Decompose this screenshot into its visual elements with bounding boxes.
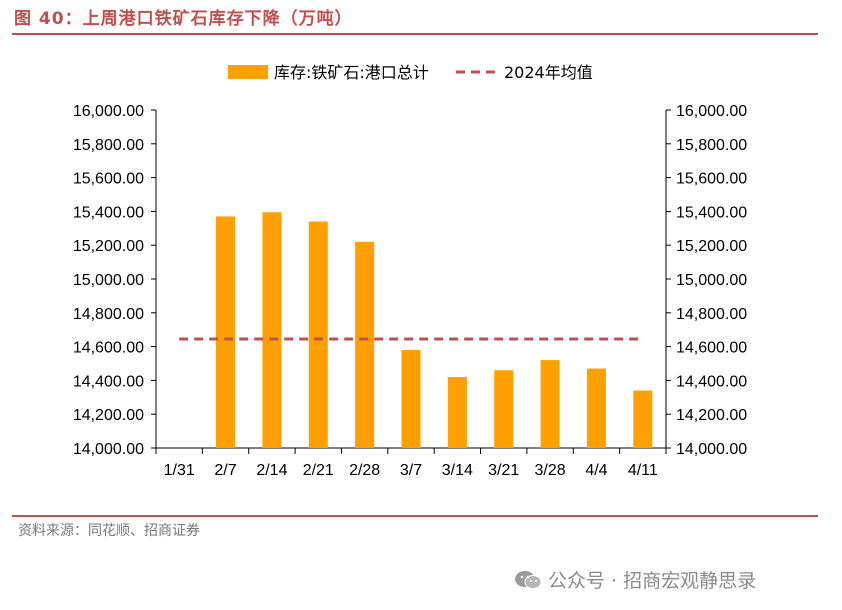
bar-4/4 xyxy=(586,368,606,448)
y-tick-label-left: 15,400.00 xyxy=(73,204,144,221)
bar-2/21 xyxy=(308,221,328,448)
x-tick-label: 2/28 xyxy=(349,462,380,479)
y-tick-label-left: 14,600.00 xyxy=(73,340,144,357)
figure-title: 图 40：上周港口铁矿石库存下降（万吨） xyxy=(14,9,353,29)
y-tick-label-right: 14,200.00 xyxy=(676,407,747,424)
y-tick-label-left: 14,400.00 xyxy=(73,373,144,390)
y-tick-label-right: 14,400.00 xyxy=(676,373,747,390)
wechat-icon xyxy=(515,570,542,589)
y-tick-label-right: 16,000.00 xyxy=(676,103,747,120)
bar-3/21 xyxy=(494,370,514,448)
y-tick-label-left: 15,200.00 xyxy=(73,238,144,255)
y-tick-label-left: 14,200.00 xyxy=(73,407,144,424)
x-tick-label: 3/28 xyxy=(535,462,566,479)
y-tick-label-left: 16,000.00 xyxy=(73,103,144,120)
x-tick-label: 4/4 xyxy=(585,462,607,479)
title-divider xyxy=(12,33,818,35)
x-tick-label: 3/14 xyxy=(442,462,473,479)
x-tick-label: 1/31 xyxy=(164,462,195,479)
x-tick-label: 2/14 xyxy=(256,462,287,479)
y-tick-label-right: 14,600.00 xyxy=(676,340,747,357)
y-tick-label-right: 15,600.00 xyxy=(676,171,747,188)
chart-axes: 14,000.00 14,200.00 14,400.00 14,600.00 14,8… xyxy=(73,103,747,479)
chart-legend: 库存:铁矿石:港口总计 2024年均值 xyxy=(228,63,593,82)
legend-label-avg-line: 2024年均值 xyxy=(504,63,593,82)
bar-3/7 xyxy=(401,349,421,448)
x-tick-label: 4/11 xyxy=(628,462,658,479)
y-tick-label-right: 14,800.00 xyxy=(676,306,747,323)
bar-3/28 xyxy=(540,360,560,448)
y-tick-label-left: 15,000.00 xyxy=(73,272,144,289)
bar-3/14 xyxy=(447,377,467,448)
bar-chart: 库存:铁矿石:港口总计 2024年均值 14,000.0014,200.0014… xyxy=(73,63,747,479)
chart-bars xyxy=(216,212,653,448)
bar-4/11 xyxy=(633,390,653,448)
watermark-text: 公众号 · 招商宏观静思录 xyxy=(548,570,757,592)
y-tick-label-right: 15,200.00 xyxy=(676,238,747,255)
x-tick-label: 2/7 xyxy=(214,462,236,479)
y-tick-label-left: 15,600.00 xyxy=(73,171,144,188)
y-tick-label-right: 15,000.00 xyxy=(676,272,747,289)
y-tick-label-left: 14,800.00 xyxy=(73,306,144,323)
y-tick-label-right: 14,000.00 xyxy=(676,441,747,458)
source-note: 资料来源：同花顺、招商证券 xyxy=(18,523,200,539)
x-tick-label: 2/21 xyxy=(303,462,334,479)
legend-label-bar: 库存:铁矿石:港口总计 xyxy=(274,63,429,82)
bar-2/28 xyxy=(355,241,375,448)
footer-divider xyxy=(12,515,818,517)
bar-2/7 xyxy=(216,216,236,448)
bar-2/14 xyxy=(262,212,282,448)
legend-swatch-bar xyxy=(228,65,268,79)
x-tick-label: 3/7 xyxy=(400,462,422,479)
y-tick-label-left: 14,000.00 xyxy=(73,441,144,458)
watermark: 公众号 · 招商宏观静思录 xyxy=(514,566,756,593)
y-tick-label-left: 15,800.00 xyxy=(73,137,144,154)
y-tick-label-right: 15,800.00 xyxy=(676,137,747,154)
y-tick-label-right: 15,400.00 xyxy=(676,204,747,221)
x-tick-label: 3/21 xyxy=(488,462,519,479)
